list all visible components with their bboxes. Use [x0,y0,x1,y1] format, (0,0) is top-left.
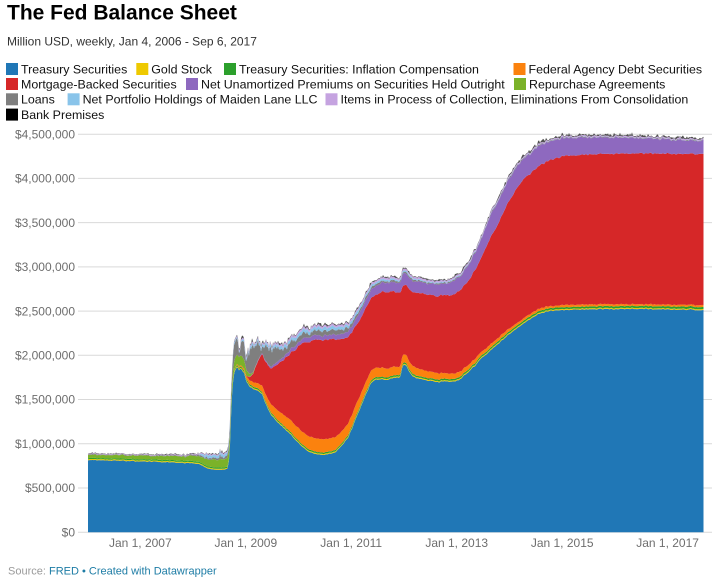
svg-text:Source: FRED • Created with Da: Source: FRED • Created with Datawrapper [8,566,217,578]
svg-text:$0: $0 [62,525,76,539]
svg-text:Gold Stock: Gold Stock [151,62,212,76]
svg-text:Jan 1, 2017: Jan 1, 2017 [636,536,699,550]
svg-text:The Fed Balance Sheet: The Fed Balance Sheet [7,2,237,25]
svg-text:Net Portfolio Holdings of Maid: Net Portfolio Holdings of Maiden Lane LL… [83,93,318,107]
svg-text:Jan 1, 2015: Jan 1, 2015 [531,536,594,550]
svg-text:Treasury Securities: Treasury Securities [21,62,127,76]
svg-text:Bank Premises: Bank Premises [21,108,104,122]
svg-text:$4,000,000: $4,000,000 [15,172,75,186]
svg-text:$2,000,000: $2,000,000 [15,349,75,363]
svg-text:$3,500,000: $3,500,000 [15,216,75,230]
svg-text:Million USD, weekly, Jan 4, 20: Million USD, weekly, Jan 4, 2006 - Sep 6… [7,35,257,49]
svg-text:Repurchase Agreements: Repurchase Agreements [529,77,665,91]
svg-text:Treasury Securities: Inflation: Treasury Securities: Inflation Compensat… [239,62,479,76]
svg-text:$4,500,000: $4,500,000 [15,127,75,141]
svg-text:Federal Agency Debt Securities: Federal Agency Debt Securities [529,62,703,76]
svg-text:Items in Process of Collection: Items in Process of Collection, Eliminat… [341,93,689,107]
svg-text:Jan 1, 2007: Jan 1, 2007 [109,536,172,550]
svg-text:$1,000,000: $1,000,000 [15,437,75,451]
svg-text:$2,500,000: $2,500,000 [15,304,75,318]
svg-text:Mortgage-Backed Securities: Mortgage-Backed Securities [21,77,177,91]
svg-text:Jan 1, 2011: Jan 1, 2011 [320,536,382,550]
svg-text:$1,500,000: $1,500,000 [15,393,75,407]
svg-text:$500,000: $500,000 [25,481,75,495]
svg-text:Loans: Loans [21,93,55,107]
svg-text:Jan 1, 2009: Jan 1, 2009 [214,536,277,550]
svg-text:Jan 1, 2013: Jan 1, 2013 [425,536,488,550]
svg-text:$3,000,000: $3,000,000 [15,260,75,274]
svg-text:Net Unamortized Premiums on Se: Net Unamortized Premiums on Securities H… [201,77,505,91]
